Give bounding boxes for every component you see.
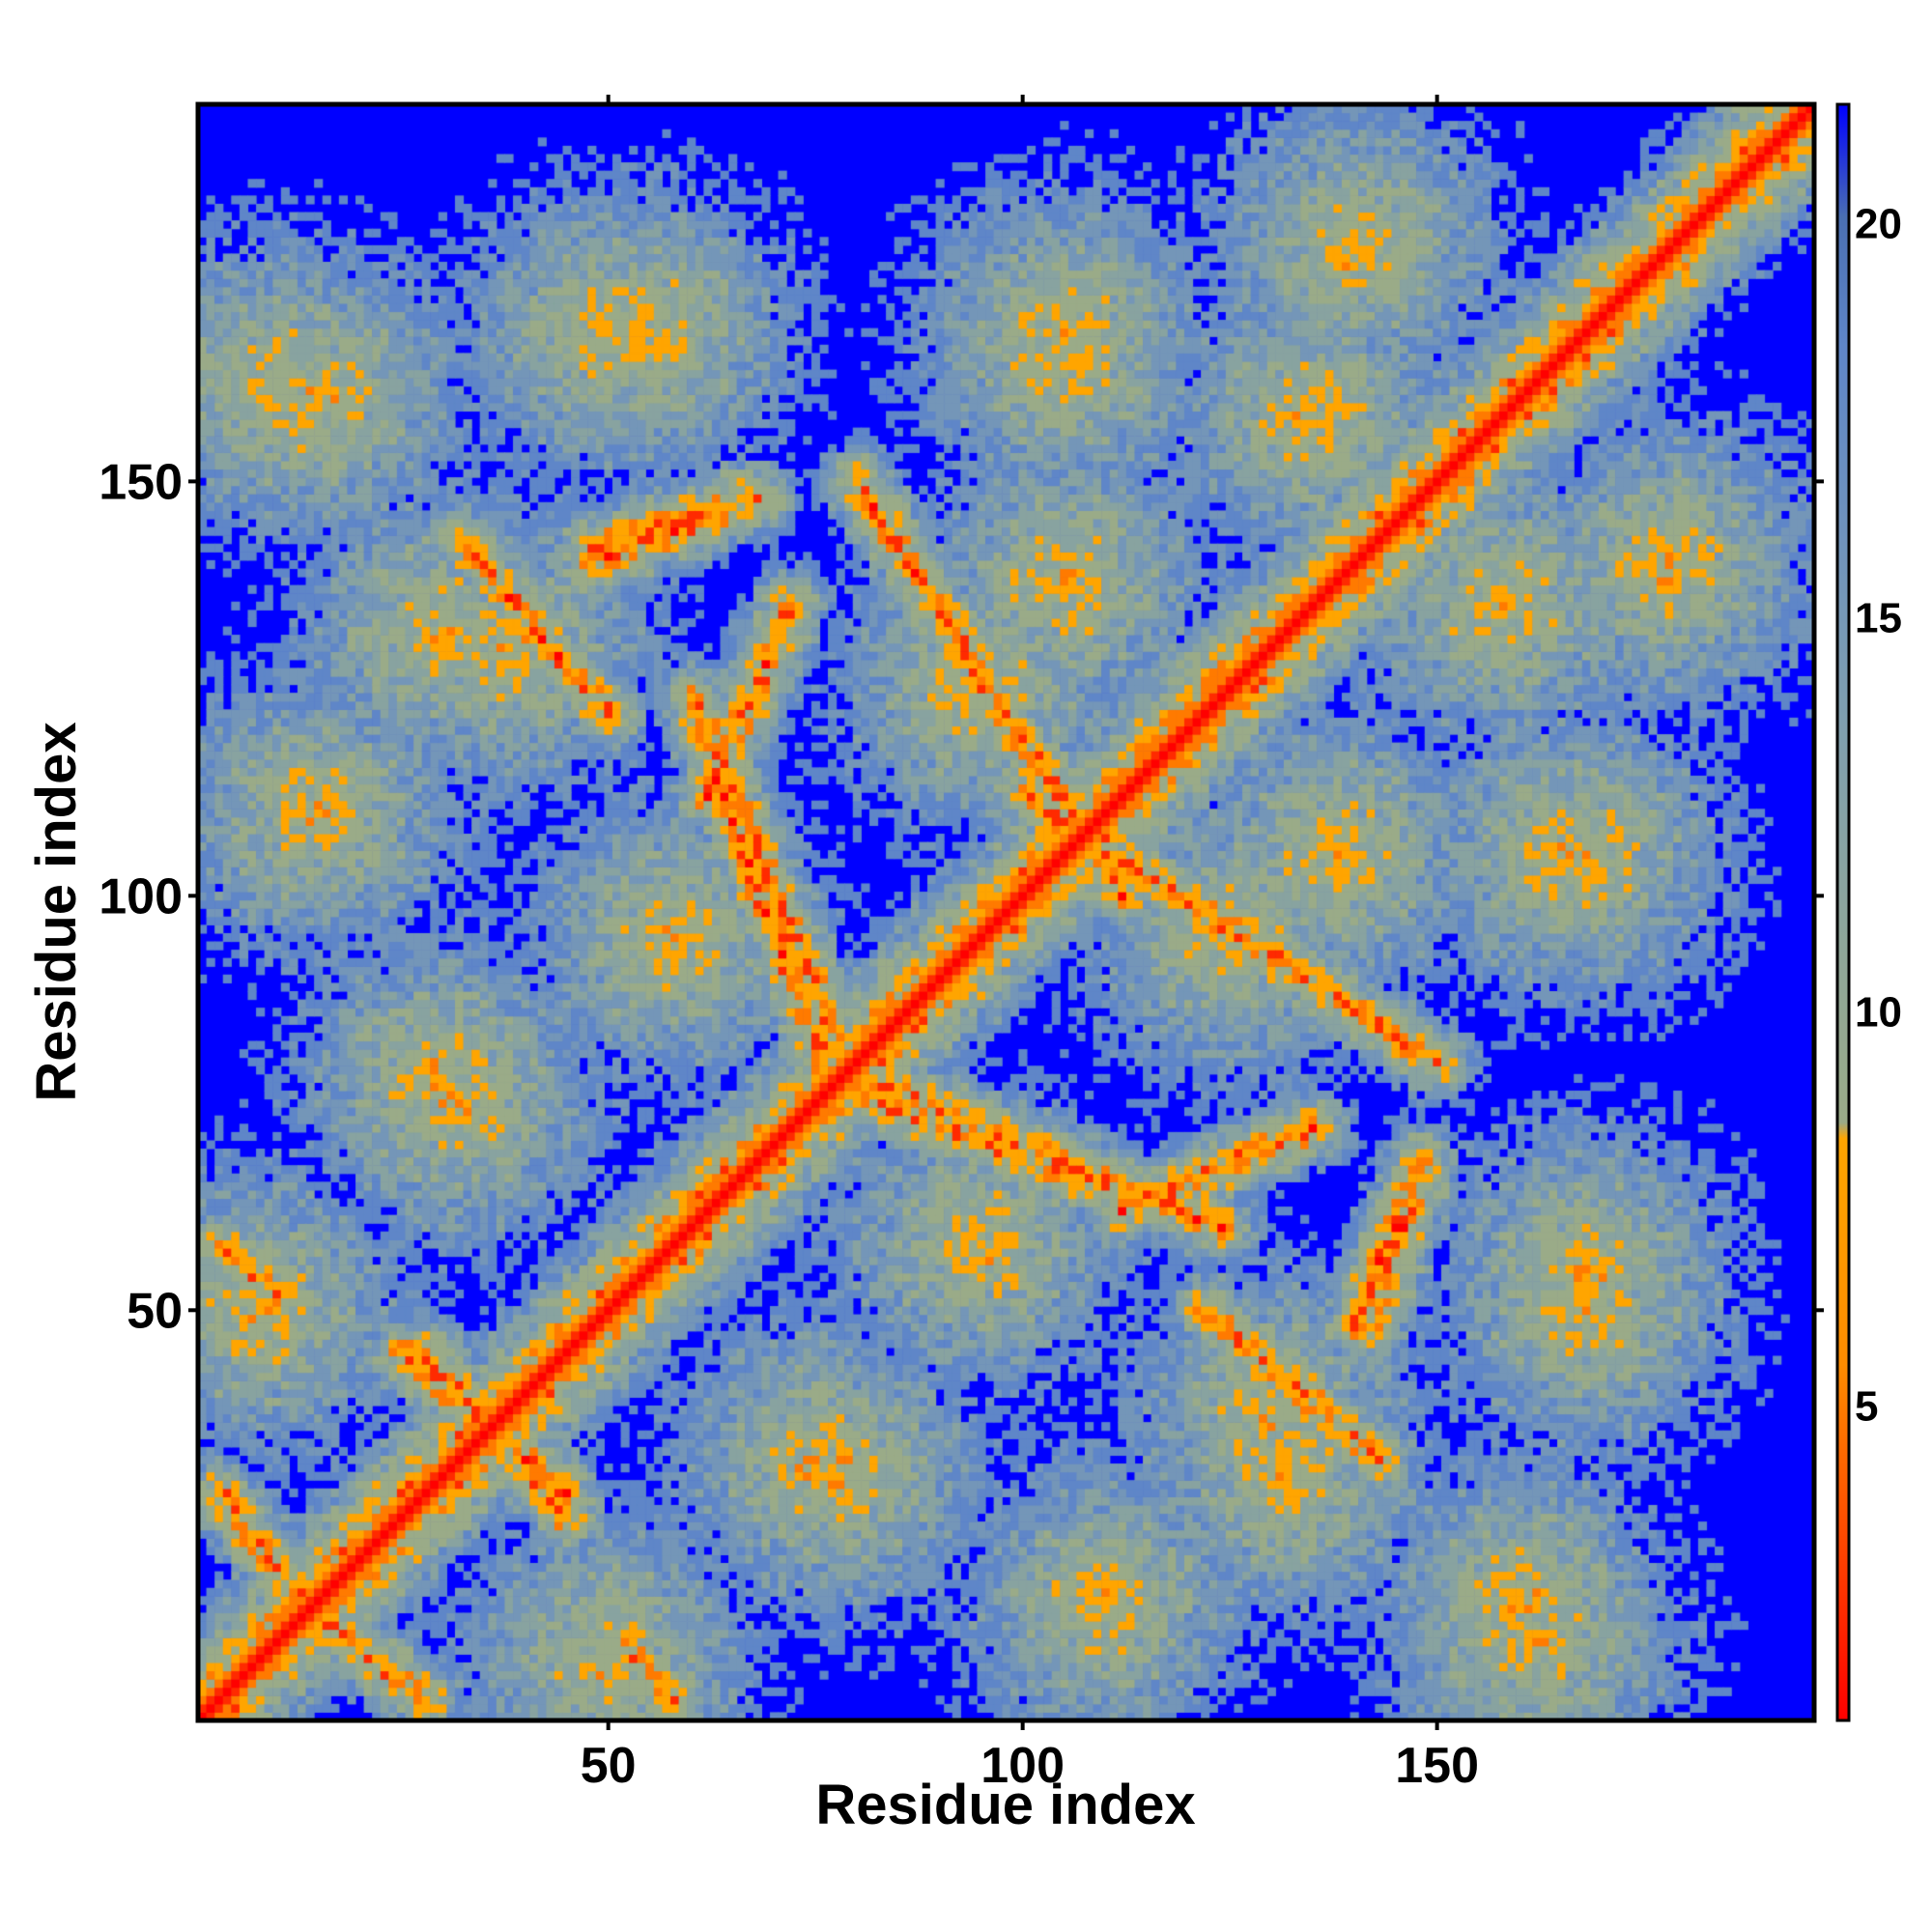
colorbar-tick-label: 20	[1855, 200, 1902, 247]
colorbar-tick-label: 5	[1855, 1383, 1878, 1431]
top-axis-ticks	[606, 95, 1439, 104]
y-tick-label: 100	[99, 868, 183, 924]
right-axis-ticks	[1814, 479, 1824, 1313]
y-axis-label: Residue index	[25, 722, 88, 1101]
heatmap-plot-area	[198, 104, 1814, 1720]
x-tick-label: 150	[1395, 1738, 1479, 1794]
colorbar-tick-label: 15	[1855, 594, 1902, 641]
x-tick-label: 100	[980, 1738, 1065, 1794]
x-tick-label: 50	[581, 1738, 637, 1794]
plot-frame	[195, 101, 1817, 1723]
y-axis-ticks: 50 100 150	[99, 454, 198, 1339]
y-tick-label: 50	[127, 1283, 183, 1339]
y-tick-label: 150	[99, 454, 183, 510]
colorbar-tick-label: 10	[1855, 989, 1902, 1037]
colorbar-bar	[1835, 102, 1851, 1722]
x-axis-ticks: 50 100 150	[581, 1720, 1479, 1794]
colorbar-ticks: 5 10 15 20	[1855, 200, 1902, 1430]
x-axis-label: Residue index	[815, 1774, 1195, 1836]
colorbar: 5 10 15 20	[1835, 102, 1902, 1722]
